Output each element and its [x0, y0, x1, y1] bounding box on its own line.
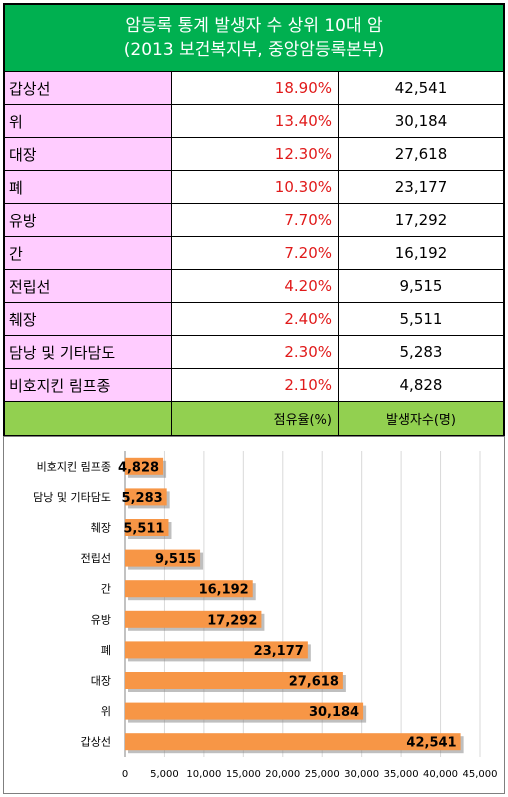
count-cell: 9,515	[339, 270, 503, 302]
data-label: 4,828	[118, 460, 159, 475]
table-body: 갑상선 18.90% 42,541 위 13.40% 30,184 대장 12.30% 27,6…	[5, 72, 503, 435]
x-tick-label: 40,000	[423, 769, 458, 780]
cancer-name-cell: 췌장	[5, 303, 172, 335]
x-tick-label: 35,000	[384, 769, 419, 780]
table-row: 췌장 2.40% 5,511	[5, 303, 503, 336]
table-title: 암등록 통계 발생자 수 상위 10대 암	[125, 16, 383, 36]
category-label: 유방	[91, 613, 111, 626]
category-label: 담낭 및 기타담도	[33, 491, 111, 504]
bar-chart-svg: 비호지킨 림프종 4,828 담낭 및 기타담도 5,283 췌장 5,511 전립선 9,5…	[33, 451, 498, 780]
footer-empty-cell	[5, 402, 172, 435]
data-label: 27,618	[289, 675, 339, 690]
data-label: 17,292	[207, 613, 257, 628]
cancer-name-cell: 갑상선	[5, 72, 172, 104]
table-row: 대장 12.30% 27,618	[5, 138, 503, 171]
data-label: 5,511	[123, 522, 164, 537]
table-row: 유방 7.70% 17,292	[5, 204, 503, 237]
count-cell: 5,511	[339, 303, 503, 335]
cancer-name-cell: 전립선	[5, 270, 172, 302]
bar	[125, 610, 262, 628]
share-cell: 7.20%	[172, 237, 339, 269]
x-tick-label: 45,000	[463, 769, 498, 780]
data-label: 9,515	[155, 552, 196, 567]
share-cell: 12.30%	[172, 138, 339, 170]
x-tick-label: 5,000	[150, 769, 179, 780]
share-cell: 2.40%	[172, 303, 339, 335]
category-label: 폐	[101, 644, 111, 657]
count-cell: 4,828	[339, 369, 503, 401]
data-label: 23,177	[254, 644, 304, 659]
share-cell: 10.30%	[172, 171, 339, 203]
table-row: 위 13.40% 30,184	[5, 105, 503, 138]
x-tick-label: 20,000	[265, 769, 300, 780]
bar	[125, 733, 461, 751]
category-label: 간	[101, 583, 111, 596]
count-cell: 27,618	[339, 138, 503, 170]
bar	[125, 519, 169, 536]
cancer-name-cell: 폐	[5, 171, 172, 203]
x-tick-label: 30,000	[344, 769, 379, 780]
count-cell: 23,177	[339, 171, 503, 203]
bar	[125, 672, 343, 689]
data-label: 5,283	[122, 491, 163, 506]
table-row: 간 7.20% 16,192	[5, 237, 503, 270]
share-cell: 2.10%	[172, 369, 339, 401]
category-label: 위	[101, 705, 111, 718]
bar	[125, 457, 164, 475]
table-row: 폐 10.30% 23,177	[5, 171, 503, 204]
count-cell: 16,192	[339, 237, 503, 269]
table-header: 암등록 통계 발생자 수 상위 10대 암 (2013 보건복지부, 중앙암등록…	[5, 5, 503, 72]
bar-chart: 비호지킨 림프종 4,828 담낭 및 기타담도 5,283 췌장 5,511 전립선 9,5…	[3, 436, 505, 794]
category-label: 췌장	[91, 522, 111, 535]
share-cell: 18.90%	[172, 72, 339, 104]
bar	[125, 488, 167, 506]
x-tick-label: 15,000	[226, 769, 261, 780]
table-row: 비호지킨 림프종 2.10% 4,828	[5, 369, 503, 402]
data-label: 16,192	[199, 583, 249, 598]
x-tick-label: 0	[122, 769, 128, 780]
cancer-name-cell: 유방	[5, 204, 172, 236]
count-cell: 5,283	[339, 336, 503, 368]
footer-share-label: 점유율(%)	[172, 402, 339, 435]
cancer-name-cell: 위	[5, 105, 172, 137]
data-label: 42,541	[406, 736, 456, 751]
share-cell: 4.20%	[172, 270, 339, 302]
bar	[125, 641, 308, 659]
table-row: 전립선 4.20% 9,515	[5, 270, 503, 303]
bar	[125, 580, 253, 598]
table-row: 갑상선 18.90% 42,541	[5, 72, 503, 105]
share-cell: 2.30%	[172, 336, 339, 368]
category-label: 대장	[91, 675, 111, 688]
category-label: 갑상선	[81, 736, 111, 749]
category-label: 비호지킨 림프종	[37, 460, 111, 473]
footer-count-label: 발생자수(명)	[339, 402, 503, 435]
share-cell: 13.40%	[172, 105, 339, 137]
count-cell: 42,541	[339, 72, 503, 104]
x-tick-label: 25,000	[305, 769, 340, 780]
cancer-name-cell: 비호지킨 림프종	[5, 369, 172, 401]
bar	[125, 702, 364, 720]
count-cell: 30,184	[339, 105, 503, 137]
x-tick-label: 10,000	[186, 769, 221, 780]
bar	[125, 549, 201, 567]
category-label: 전립선	[81, 552, 111, 565]
table-row: 담낭 및 기타담도 2.30% 5,283	[5, 336, 503, 369]
data-label: 30,184	[309, 705, 359, 720]
table-subtitle: (2013 보건복지부, 중앙암등록본부)	[123, 40, 385, 60]
cancer-name-cell: 간	[5, 237, 172, 269]
table-footer-row: 점유율(%) 발생자수(명)	[5, 402, 503, 435]
share-cell: 7.70%	[172, 204, 339, 236]
cancer-name-cell: 담낭 및 기타담도	[5, 336, 172, 368]
cancer-stats-table: 암등록 통계 발생자 수 상위 10대 암 (2013 보건복지부, 중앙암등록…	[3, 3, 505, 437]
cancer-name-cell: 대장	[5, 138, 172, 170]
count-cell: 17,292	[339, 204, 503, 236]
